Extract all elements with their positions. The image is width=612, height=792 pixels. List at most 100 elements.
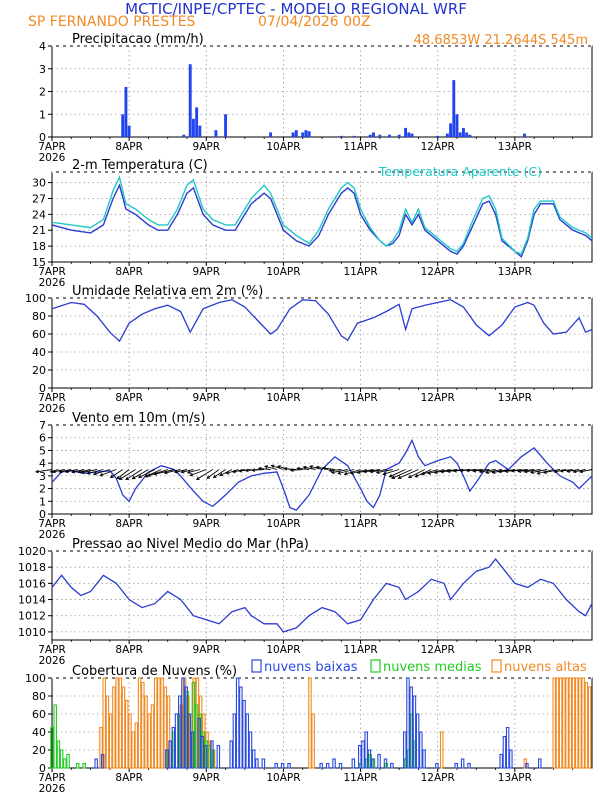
wind-arrow [154,469,175,475]
wind-arrow-head [452,469,457,473]
wind-arrow [530,469,548,474]
wind-arrow-head [497,469,502,474]
y-tick-label: 1 [39,108,46,121]
y-tick-label: 4 [39,457,46,470]
cloud-bar-low [245,713,250,769]
y-tick-label: 40 [32,726,46,739]
wind-arrow-head [388,474,393,478]
wind-arrow [219,469,233,476]
wind-arrow-head [206,475,211,479]
cloud-bar-low [454,762,458,769]
cloud-bar-low [509,749,513,769]
cloud-bar-high [118,677,123,769]
precip-bar [445,133,449,137]
cloud-bar-mid [63,758,67,769]
wind-arrow-head [174,469,179,474]
wind-arrow-head [491,470,496,475]
wind-arrow [383,469,400,475]
panel-title: Umidade Relativa em 2m (%) [72,284,263,299]
cloud-bar-low [181,677,185,769]
x-tick-label: 12APR [421,644,455,656]
chart-title: MCTIC/INPE/CPTEC - MODELO REGIONAL WRF [125,0,467,18]
wind-arrow-head [572,469,577,474]
wind-arrow [93,469,110,475]
panel-title: Cobertura de Nuvens (%) [72,664,237,679]
cloud-bar-low [422,749,426,769]
x-tick-label: 11APR [343,392,377,404]
cloud-bar-high [160,677,164,769]
wind-arrow-head [186,470,191,474]
x-tick-label: 13APR [498,644,532,656]
wind-arrow [164,469,181,474]
wind-arrow-head [244,468,249,473]
wind-arrow-head [99,472,104,477]
cloud-bar-high [568,677,573,769]
wind-arrow-head [302,465,307,470]
wind-arrow-head [51,469,56,474]
precip-bar [291,132,295,137]
precip-bar [307,131,311,137]
x-tick-label: 9APR [193,266,221,278]
station-coords: 48.6853W 21.2644S 545m [414,33,588,48]
wind-arrow-head [523,469,528,474]
cloud-bar-low [168,740,172,769]
x-tick-label: 9APR [193,392,221,404]
cloud-bar-low [197,717,201,769]
wind-arrow [554,469,567,473]
precip-bar [121,114,125,137]
cloud-bar-high [115,677,119,769]
cloud-bar-high [581,677,585,769]
x-tick-label: 11APR [343,141,377,153]
y-tick-label: 1 [39,495,46,508]
y-tick-label: 1020 [18,545,46,558]
wind-arrow [196,469,213,480]
wind-arrow [65,469,78,473]
wind-arrow [331,469,348,474]
cloud-bar-high [121,686,126,769]
wind-arrow [147,469,168,477]
precip-bar [455,114,459,137]
x-year-label: 2026 [39,529,66,541]
x-year-label: 2026 [39,152,66,164]
precip-bar [339,135,343,137]
wind-arrow-head [195,476,200,480]
wind-arrow-head [315,465,320,470]
x-tick-label: 13APR [498,518,532,530]
x-tick-label: 12APR [421,772,455,784]
wind-arrow [110,469,123,478]
precip-bar [124,86,128,137]
wind-arrow-head [420,471,425,476]
x-tick-label: 10APR [266,644,300,656]
cloud-bar-low [287,762,291,769]
x-year-label: 2026 [39,403,66,415]
x-tick-label: 13APR [498,141,532,153]
wind-arrow-head [58,469,63,474]
wind-arrow [573,469,586,473]
x-tick-label: 10APR [266,266,300,278]
x-tick-label: 7APR [38,772,66,784]
x-tick-label: 10APR [266,141,300,153]
y-tick-label: 1014 [18,594,46,607]
y-tick-label: 100 [25,672,46,685]
cloud-bar-low [467,762,471,769]
wind-arrow [174,469,188,473]
wind-arrow-head [369,469,374,474]
precip-bar [224,114,228,137]
humidity-line [51,299,593,343]
cloud-bar-high [439,731,444,769]
y-tick-label: 18 [32,240,46,253]
wind-arrow-head [440,469,444,474]
wind-arrow [303,466,316,470]
wind-arrow [72,469,85,473]
precip-bar [378,134,382,137]
wind-arrow-head [189,472,194,477]
x-tick-label: 13APR [498,772,532,784]
precip-bar [523,133,526,137]
cloud-bar-high [128,713,132,769]
panel-clouds: 0 20 40 60 80 100 7APR 8APR 9APR 10APR 11APR 12APR 1… [25,664,593,792]
wind-arrow-head [270,464,275,469]
precip-bar [468,134,472,137]
precip-bar [182,134,186,137]
wind-arrow [329,469,342,472]
x-tick-label: 11APR [343,644,377,656]
